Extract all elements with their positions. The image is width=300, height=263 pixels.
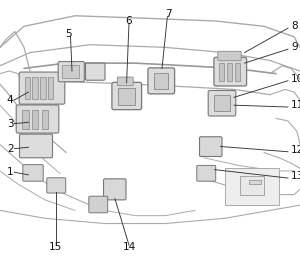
Bar xyxy=(40,77,46,99)
Text: 10: 10 xyxy=(291,74,300,84)
FancyBboxPatch shape xyxy=(23,165,43,181)
Text: 11: 11 xyxy=(291,100,300,110)
Text: 6: 6 xyxy=(126,16,132,26)
Bar xyxy=(219,63,224,81)
Text: 9: 9 xyxy=(291,42,298,52)
Bar xyxy=(235,63,240,81)
Bar xyxy=(62,65,79,78)
Bar xyxy=(240,176,264,195)
Text: 15: 15 xyxy=(49,242,62,252)
Bar xyxy=(227,63,232,81)
Bar xyxy=(22,110,28,129)
FancyBboxPatch shape xyxy=(208,90,236,116)
Text: 14: 14 xyxy=(122,242,136,252)
FancyBboxPatch shape xyxy=(58,62,84,82)
FancyBboxPatch shape xyxy=(16,105,59,133)
Bar xyxy=(249,180,261,184)
FancyBboxPatch shape xyxy=(20,134,52,158)
Bar xyxy=(32,77,38,99)
FancyBboxPatch shape xyxy=(148,68,175,94)
FancyBboxPatch shape xyxy=(19,72,65,104)
FancyBboxPatch shape xyxy=(117,77,133,86)
FancyBboxPatch shape xyxy=(197,165,216,181)
Text: 4: 4 xyxy=(7,95,14,105)
Bar xyxy=(48,77,53,99)
FancyBboxPatch shape xyxy=(214,57,247,86)
Bar xyxy=(118,88,135,105)
FancyBboxPatch shape xyxy=(218,51,241,61)
Text: 3: 3 xyxy=(7,119,14,129)
Bar xyxy=(214,95,230,111)
FancyBboxPatch shape xyxy=(85,63,105,80)
Text: 2: 2 xyxy=(7,144,14,154)
Text: 1: 1 xyxy=(7,167,14,177)
Text: 13: 13 xyxy=(291,171,300,181)
Bar xyxy=(225,168,279,205)
Text: 12: 12 xyxy=(291,145,300,155)
FancyBboxPatch shape xyxy=(47,178,66,193)
Bar xyxy=(32,110,38,129)
Bar xyxy=(25,77,30,99)
Text: 7: 7 xyxy=(165,9,171,19)
Text: 8: 8 xyxy=(291,21,298,31)
Bar xyxy=(42,110,48,129)
FancyBboxPatch shape xyxy=(103,179,126,200)
FancyBboxPatch shape xyxy=(200,137,222,156)
FancyBboxPatch shape xyxy=(89,196,108,213)
Bar xyxy=(154,73,168,89)
Text: 5: 5 xyxy=(66,29,72,39)
FancyBboxPatch shape xyxy=(112,82,142,110)
